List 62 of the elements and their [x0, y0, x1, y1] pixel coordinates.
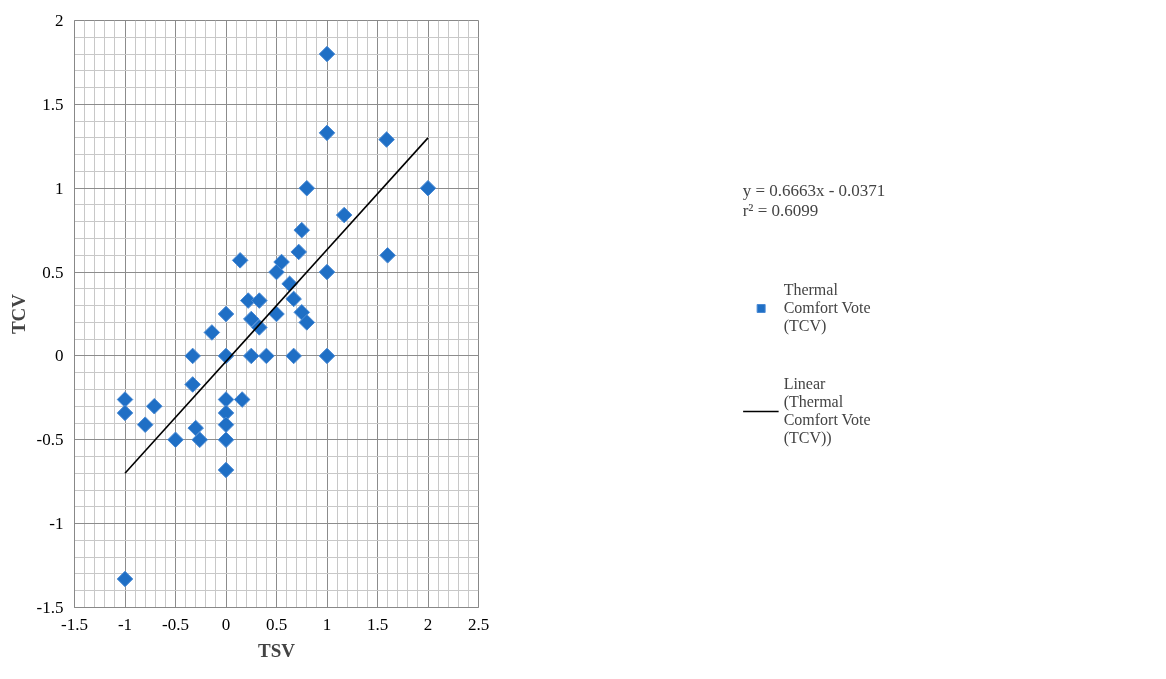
- x-tick-label: 0.5: [265, 614, 288, 634]
- x-tick-label: -0.5: [162, 614, 189, 634]
- point: [419, 179, 437, 197]
- point: [318, 124, 336, 142]
- x-axis-title: TSV: [258, 639, 296, 661]
- point: [318, 45, 336, 63]
- point: [217, 431, 235, 449]
- point: [116, 404, 134, 422]
- x-tick-label: 2: [423, 614, 433, 634]
- legend-label: Thermal Comfort Vote (TCV): [783, 280, 871, 335]
- x-tick-label: 1: [322, 614, 332, 634]
- y-tick-label: 1: [55, 178, 64, 198]
- y-tick-label: -0.5: [36, 430, 64, 450]
- y-tick-label: -1: [49, 514, 64, 534]
- point: [187, 419, 204, 437]
- point: [136, 416, 154, 433]
- text: y = 0.6663x - 0.0371: [742, 180, 886, 200]
- point: [268, 263, 285, 281]
- point: [217, 461, 235, 479]
- y-tick-label: 0: [55, 346, 64, 366]
- legend-label: Linear (Thermal Comfort Vote (TCV)): [783, 374, 871, 447]
- point: [273, 253, 290, 271]
- point: [242, 347, 260, 365]
- y-tick-label: -1.5: [36, 598, 64, 617]
- point: [251, 292, 268, 309]
- y-tick-label: 1.5: [42, 94, 64, 114]
- point: [184, 376, 201, 393]
- point: [116, 391, 134, 408]
- point: [378, 131, 395, 148]
- point: [285, 290, 302, 308]
- point: [233, 391, 251, 408]
- x-tick-label: 0: [221, 614, 231, 634]
- point: [242, 310, 260, 328]
- point: [298, 179, 316, 197]
- point: [293, 221, 311, 239]
- point: [285, 347, 302, 365]
- text: r² = 0.6099: [742, 200, 819, 220]
- point: [217, 391, 235, 408]
- point: [268, 305, 285, 323]
- x-tick-label: 1.5: [366, 614, 389, 634]
- point: [116, 570, 134, 588]
- y-tick-label: 2: [55, 11, 64, 30]
- y-axis-title: TCV: [7, 293, 29, 335]
- point: [335, 206, 353, 224]
- point: [146, 397, 163, 415]
- point: [217, 416, 235, 433]
- x-tick-label: 2.5: [467, 614, 490, 634]
- point: [318, 263, 336, 281]
- point: [203, 324, 221, 341]
- y-tick-label: 0.5: [42, 262, 64, 282]
- point: [318, 347, 336, 365]
- point: [379, 247, 396, 264]
- point: [167, 431, 184, 449]
- point: [184, 347, 201, 365]
- point: [298, 314, 316, 331]
- point: [293, 304, 311, 321]
- point: [191, 431, 209, 449]
- x-tick-label: -1: [117, 614, 133, 634]
- point: [231, 252, 249, 269]
- point: [290, 243, 307, 261]
- point: [258, 347, 275, 365]
- point: [217, 305, 235, 323]
